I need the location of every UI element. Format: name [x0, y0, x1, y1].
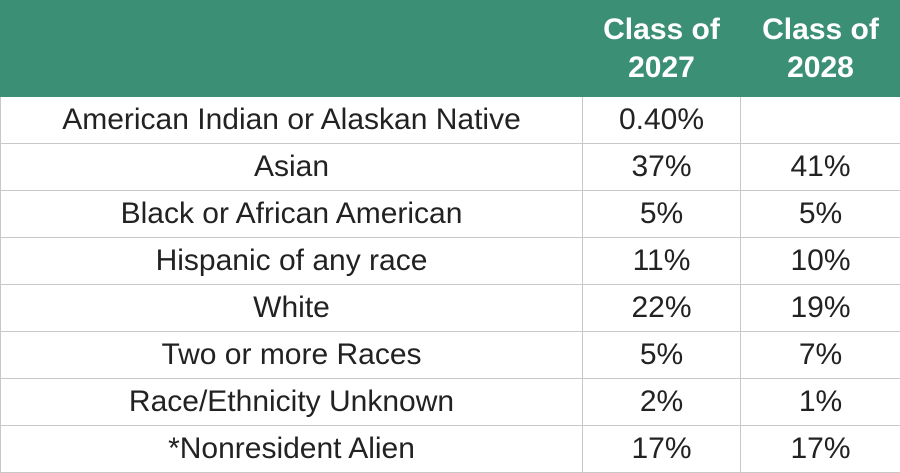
row-label: White — [1, 285, 583, 332]
percent-cell: 5% — [741, 191, 900, 238]
percent-cell: 1% — [741, 379, 900, 426]
percent-cell: 22% — [583, 285, 741, 332]
row-label: Race/Ethnicity Unknown — [1, 379, 583, 426]
percent-cell: 10% — [741, 238, 900, 285]
percent-cell: 11% — [583, 238, 741, 285]
percent-cell — [741, 97, 900, 144]
percent-cell: 5% — [583, 332, 741, 379]
header-blank — [1, 1, 583, 97]
percent-cell: 17% — [741, 426, 900, 473]
percent-cell: 41% — [741, 144, 900, 191]
percent-cell: 37% — [583, 144, 741, 191]
percent-cell: 0.40% — [583, 97, 741, 144]
percent-cell: 19% — [741, 285, 900, 332]
row-label: Black or African American — [1, 191, 583, 238]
percent-cell: 17% — [583, 426, 741, 473]
column-header: Class of 2027 — [583, 1, 741, 97]
percent-cell: 2% — [583, 379, 741, 426]
row-label: Hispanic of any race — [1, 238, 583, 285]
percent-cell: 7% — [741, 332, 900, 379]
row-label: *Nonresident Alien — [1, 426, 583, 473]
row-label: American Indian or Alaskan Native — [1, 97, 583, 144]
percent-cell: 5% — [583, 191, 741, 238]
row-label: Two or more Races — [1, 332, 583, 379]
row-label: Asian — [1, 144, 583, 191]
column-header: Class of 2028 — [741, 1, 900, 97]
